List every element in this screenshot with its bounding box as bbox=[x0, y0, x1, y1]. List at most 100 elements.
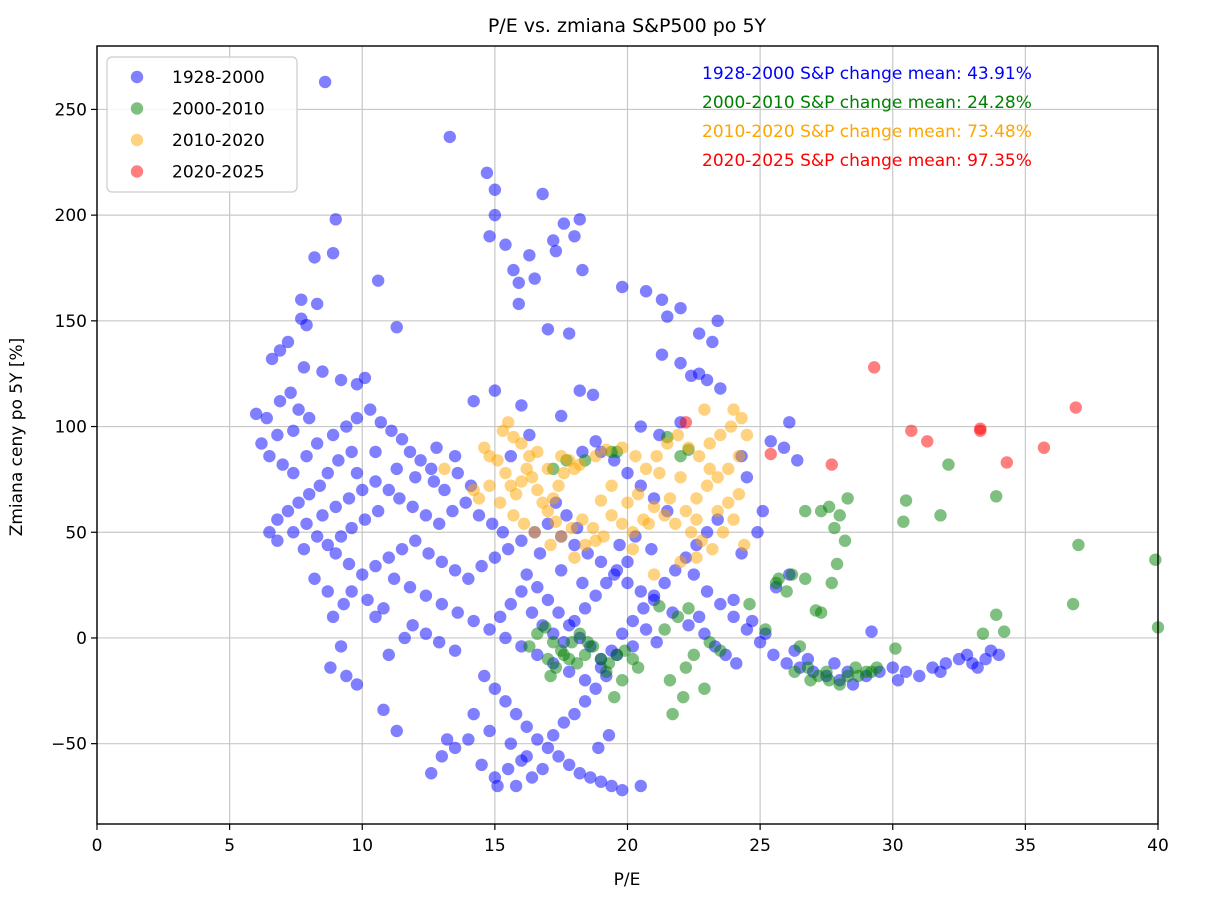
data-point bbox=[578, 674, 592, 687]
data-point bbox=[334, 640, 348, 653]
data-point bbox=[711, 314, 724, 328]
data-point bbox=[825, 576, 838, 590]
data-point bbox=[594, 555, 608, 569]
data-point bbox=[684, 526, 698, 539]
data-point bbox=[799, 504, 812, 518]
data-point bbox=[364, 403, 377, 416]
data-point bbox=[615, 441, 629, 454]
data-point bbox=[581, 635, 594, 649]
data-point bbox=[525, 771, 539, 784]
data-point bbox=[865, 665, 878, 678]
data-point bbox=[573, 767, 586, 780]
data-point bbox=[292, 403, 305, 416]
data-point bbox=[703, 635, 716, 649]
data-point bbox=[281, 504, 295, 518]
data-point bbox=[350, 411, 364, 425]
data-point bbox=[976, 627, 990, 640]
data-point bbox=[287, 526, 300, 539]
data-point bbox=[271, 513, 284, 526]
data-point bbox=[905, 424, 918, 437]
data-point bbox=[531, 627, 544, 640]
data-point bbox=[589, 435, 602, 448]
data-point bbox=[989, 608, 1003, 621]
data-point bbox=[727, 610, 740, 624]
data-point bbox=[804, 674, 817, 687]
data-point bbox=[653, 466, 666, 480]
data-point bbox=[578, 538, 592, 552]
data-point bbox=[536, 762, 549, 776]
data-point bbox=[300, 449, 313, 463]
data-point bbox=[448, 449, 462, 463]
data-point bbox=[600, 443, 613, 456]
data-point bbox=[345, 585, 358, 598]
x-tick-label: 10 bbox=[351, 836, 373, 856]
x-tick-label: 0 bbox=[92, 836, 103, 856]
data-point bbox=[326, 610, 340, 624]
data-point bbox=[714, 428, 727, 442]
data-point bbox=[825, 458, 838, 471]
data-point bbox=[700, 479, 714, 492]
data-point bbox=[576, 576, 589, 590]
data-point bbox=[260, 411, 273, 425]
data-point bbox=[658, 623, 671, 636]
data-point bbox=[578, 695, 592, 708]
data-point bbox=[265, 352, 279, 366]
data-point bbox=[361, 593, 374, 607]
data-point bbox=[541, 462, 555, 476]
data-point bbox=[310, 437, 324, 450]
data-point bbox=[390, 320, 403, 334]
data-point bbox=[531, 483, 544, 497]
data-point bbox=[528, 526, 541, 539]
data-point bbox=[631, 487, 645, 501]
data-point bbox=[565, 635, 578, 649]
data-point bbox=[488, 208, 502, 222]
x-tick-label: 5 bbox=[224, 836, 235, 856]
data-point bbox=[321, 538, 334, 552]
data-point bbox=[732, 487, 746, 501]
data-point bbox=[568, 707, 581, 721]
data-point bbox=[621, 555, 634, 569]
x-tick-label: 35 bbox=[1015, 836, 1037, 856]
data-point bbox=[350, 678, 364, 691]
data-point bbox=[308, 572, 321, 585]
data-point bbox=[287, 424, 300, 437]
data-point bbox=[523, 640, 536, 653]
data-point bbox=[889, 642, 902, 655]
data-point bbox=[682, 602, 695, 615]
data-point bbox=[310, 530, 324, 543]
data-point bbox=[645, 542, 658, 556]
data-point bbox=[687, 648, 701, 662]
data-point bbox=[385, 424, 398, 437]
data-point bbox=[552, 750, 565, 763]
data-point bbox=[814, 606, 828, 619]
x-tick-label: 15 bbox=[484, 836, 506, 856]
data-point bbox=[520, 750, 533, 763]
data-point bbox=[377, 602, 390, 615]
data-point bbox=[552, 606, 565, 619]
data-point bbox=[483, 479, 496, 492]
data-point bbox=[419, 509, 433, 522]
data-point bbox=[984, 644, 998, 657]
data-point bbox=[573, 458, 586, 471]
data-point bbox=[504, 449, 517, 463]
data-point bbox=[989, 490, 1003, 503]
data-point bbox=[340, 420, 353, 433]
data-point bbox=[409, 471, 422, 484]
y-tick-label: 0 bbox=[76, 629, 87, 649]
data-point bbox=[682, 619, 695, 632]
data-point bbox=[554, 564, 568, 577]
data-point bbox=[329, 547, 342, 560]
data-point bbox=[517, 517, 531, 530]
data-point bbox=[406, 500, 419, 514]
data-point bbox=[626, 542, 640, 556]
data-point bbox=[639, 285, 653, 298]
legend-label: 2010-2020 bbox=[172, 131, 265, 151]
data-point bbox=[515, 475, 528, 488]
data-point bbox=[493, 496, 507, 509]
data-point bbox=[478, 669, 491, 683]
data-point bbox=[369, 559, 382, 573]
data-point bbox=[451, 606, 464, 619]
data-point bbox=[1069, 401, 1082, 414]
data-point bbox=[329, 213, 342, 226]
data-point bbox=[828, 657, 841, 670]
